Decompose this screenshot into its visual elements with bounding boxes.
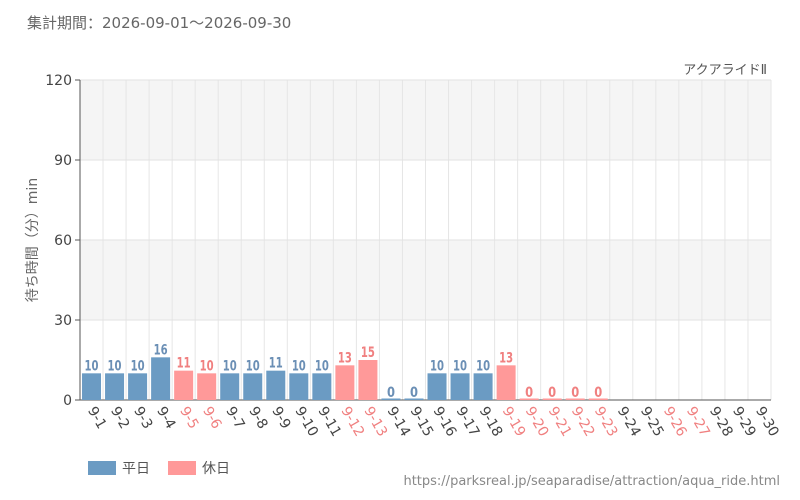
bar-value-label: 0 bbox=[387, 385, 395, 401]
x-tick-label: 9-15 bbox=[407, 404, 437, 440]
bar-value-label: 10 bbox=[246, 358, 260, 374]
bar-9-18 bbox=[473, 373, 493, 400]
x-tick-label: 9-22 bbox=[568, 404, 598, 440]
bar-value-label: 10 bbox=[292, 358, 306, 374]
x-tick-label: 9-7 bbox=[222, 404, 247, 432]
bar-9-16 bbox=[427, 373, 447, 400]
legend-swatch-holiday bbox=[168, 461, 196, 475]
bar-value-label: 10 bbox=[430, 358, 444, 374]
source-url: https://parksreal.jp/seaparadise/attract… bbox=[403, 474, 780, 489]
x-tick-label: 9-24 bbox=[614, 404, 644, 440]
x-tick-label: 9-16 bbox=[430, 404, 460, 440]
bar-9-21 bbox=[542, 398, 562, 400]
legend-swatch-weekday bbox=[88, 461, 116, 475]
bar-9-9 bbox=[266, 370, 286, 400]
bar-9-3 bbox=[128, 373, 148, 400]
y-axis-title: 待ち時間（分）min bbox=[25, 178, 41, 302]
x-tick-label: 9-2 bbox=[107, 404, 132, 432]
bar-value-label: 10 bbox=[200, 358, 214, 374]
bar-9-17 bbox=[450, 373, 470, 400]
bar-9-1 bbox=[82, 373, 102, 400]
x-tick-label: 9-1 bbox=[84, 404, 109, 432]
bar-value-label: 10 bbox=[85, 358, 99, 374]
x-tick-label: 9-8 bbox=[245, 404, 270, 432]
bar-9-4 bbox=[151, 357, 171, 400]
x-tick-label: 9-13 bbox=[360, 404, 390, 440]
bar-9-5 bbox=[174, 370, 194, 400]
x-tick-label: 9-5 bbox=[176, 404, 201, 432]
legend-label-weekday: 平日 bbox=[122, 461, 150, 477]
legend: 平日 休日 bbox=[88, 458, 248, 478]
bar-value-label: 11 bbox=[269, 356, 283, 372]
bar-value-label: 11 bbox=[177, 356, 191, 372]
y-tick-label: 120 bbox=[45, 73, 72, 89]
bar-value-label: 0 bbox=[410, 385, 418, 401]
bar-9-14 bbox=[381, 398, 401, 400]
bar-value-label: 13 bbox=[338, 350, 352, 366]
x-tick-label: 9-21 bbox=[545, 404, 575, 440]
bar-9-20 bbox=[519, 398, 539, 400]
bar-value-label: 10 bbox=[476, 358, 490, 374]
legend-item-weekday[interactable]: 平日 bbox=[88, 458, 150, 478]
y-tick-label: 0 bbox=[63, 393, 72, 409]
x-tick-label: 9-20 bbox=[522, 404, 552, 440]
x-tick-label: 9-23 bbox=[591, 404, 621, 440]
bar-9-13 bbox=[358, 360, 378, 400]
period-label: 集計期間：2026-09-01～2026-09-30 bbox=[27, 14, 292, 32]
x-tick-label: 9-10 bbox=[291, 404, 321, 440]
bar-value-label: 10 bbox=[453, 358, 467, 374]
bar-value-label: 10 bbox=[315, 358, 329, 374]
bar-value-label: 0 bbox=[525, 385, 533, 401]
legend-label-holiday: 休日 bbox=[202, 461, 230, 477]
bar-value-label: 16 bbox=[154, 342, 168, 358]
bar-9-15 bbox=[404, 398, 424, 400]
bar-9-2 bbox=[105, 373, 125, 400]
x-tick-label: 9-6 bbox=[199, 404, 224, 432]
bar-value-label: 0 bbox=[548, 385, 556, 401]
x-tick-label: 9-3 bbox=[130, 404, 155, 432]
bar-value-label: 13 bbox=[499, 350, 513, 366]
x-tick-label: 9-14 bbox=[383, 404, 413, 440]
x-tick-label: 9-17 bbox=[453, 404, 483, 440]
x-tick-label: 9-18 bbox=[476, 404, 506, 440]
bar-value-label: 0 bbox=[594, 385, 602, 401]
y-tick-label: 60 bbox=[54, 233, 72, 249]
y-tick-label: 90 bbox=[54, 153, 72, 169]
bar-9-6 bbox=[197, 373, 217, 400]
bar-value-label: 10 bbox=[223, 358, 237, 374]
x-tick-label: 9-29 bbox=[729, 404, 759, 440]
legend-item-holiday[interactable]: 休日 bbox=[168, 458, 230, 478]
x-tick-label: 9-26 bbox=[660, 404, 690, 440]
bar-value-label: 15 bbox=[361, 345, 375, 361]
x-tick-label: 9-30 bbox=[752, 404, 782, 440]
bar-value-label: 0 bbox=[571, 385, 579, 401]
bar-value-label: 10 bbox=[108, 358, 122, 374]
bar-9-23 bbox=[588, 398, 608, 400]
x-tick-label: 9-28 bbox=[706, 404, 736, 440]
bar-9-19 bbox=[496, 365, 516, 400]
bar-9-11 bbox=[312, 373, 332, 400]
bar-9-8 bbox=[243, 373, 263, 400]
bar-9-10 bbox=[289, 373, 309, 400]
x-tick-label: 9-25 bbox=[637, 404, 667, 440]
x-tick-label: 9-4 bbox=[153, 404, 178, 432]
x-tick-label: 9-19 bbox=[499, 404, 529, 440]
bar-9-7 bbox=[220, 373, 240, 400]
chart-title: アクアライドⅡ bbox=[683, 63, 767, 78]
x-tick-label: 9-11 bbox=[314, 404, 344, 440]
x-tick-label: 9-12 bbox=[337, 404, 367, 440]
bar-9-12 bbox=[335, 365, 355, 400]
x-tick-label: 9-9 bbox=[268, 404, 293, 432]
bar-9-22 bbox=[565, 398, 585, 400]
y-tick-label: 30 bbox=[54, 313, 72, 329]
bar-value-label: 10 bbox=[131, 358, 145, 374]
x-tick-label: 9-27 bbox=[683, 404, 713, 440]
